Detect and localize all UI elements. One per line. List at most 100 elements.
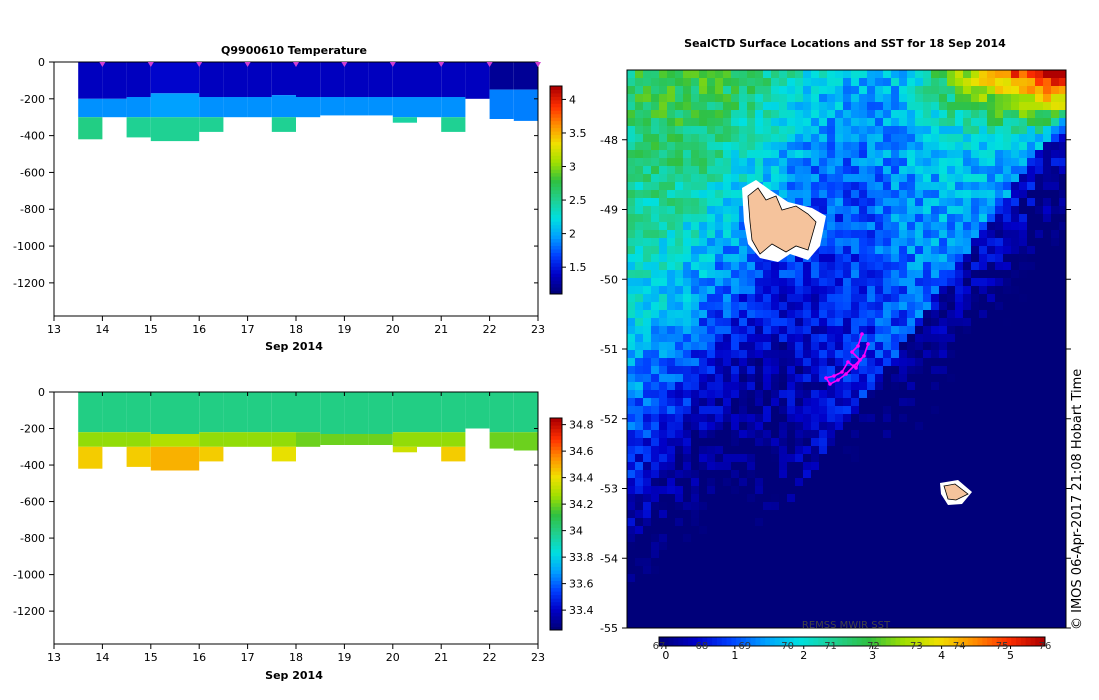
sst-cell bbox=[699, 382, 708, 391]
sst-cell bbox=[1019, 430, 1028, 439]
sst-cell bbox=[1003, 598, 1012, 607]
sst-cell bbox=[763, 118, 772, 127]
sst-cell bbox=[715, 374, 724, 383]
sst-cell bbox=[931, 198, 940, 207]
colorbar-segment bbox=[550, 158, 562, 163]
sst-cell bbox=[1051, 270, 1060, 279]
sst-cell bbox=[691, 166, 700, 175]
sst-cell bbox=[683, 78, 692, 87]
sst-colorbar-fahrenheit-label: 68 bbox=[696, 641, 709, 652]
sst-cell bbox=[627, 358, 636, 367]
sst-cell bbox=[875, 174, 884, 183]
sst-cell bbox=[939, 70, 948, 79]
sst-cell bbox=[787, 510, 796, 519]
sst-cell bbox=[723, 590, 732, 599]
sst-cell bbox=[819, 118, 828, 127]
sst-cell bbox=[931, 190, 940, 199]
sst-cell bbox=[707, 294, 716, 303]
sst-cell bbox=[627, 454, 636, 463]
sst-cell bbox=[819, 614, 828, 623]
sst-colorbar-frame bbox=[658, 636, 1046, 647]
sst-cell bbox=[1027, 366, 1036, 375]
sst-colorbar-segment bbox=[663, 637, 670, 646]
sst-cell bbox=[1011, 86, 1020, 95]
colorbar-segment bbox=[550, 502, 562, 507]
sst-cell bbox=[827, 518, 836, 527]
sst-cell bbox=[867, 86, 876, 95]
sst-colorbar-segment bbox=[948, 637, 954, 646]
sst-cell bbox=[891, 462, 900, 471]
sst-cell bbox=[651, 262, 660, 271]
sst-cell bbox=[835, 382, 844, 391]
sst-colorbar-segment bbox=[702, 637, 708, 646]
sst-cell bbox=[739, 158, 748, 167]
sst-cell bbox=[811, 558, 820, 567]
sst-cell bbox=[675, 606, 684, 615]
sst-cell bbox=[891, 430, 900, 439]
sst-cell bbox=[1019, 294, 1028, 303]
sst-cell bbox=[955, 246, 964, 255]
colorbar-segment bbox=[550, 172, 562, 177]
sst-cell bbox=[691, 462, 700, 471]
track-point bbox=[856, 344, 860, 348]
sst-cell bbox=[731, 518, 740, 527]
sst-cell bbox=[683, 166, 692, 175]
sst-cell bbox=[651, 270, 660, 279]
sst-cell bbox=[827, 174, 836, 183]
sst-cell bbox=[1035, 462, 1044, 471]
sst-cell bbox=[715, 414, 724, 423]
y-tick-label: -200 bbox=[20, 423, 45, 436]
sst-cell bbox=[939, 294, 948, 303]
sst-cell bbox=[1011, 518, 1020, 527]
sst-cell bbox=[827, 102, 836, 111]
sst-cell bbox=[923, 286, 932, 295]
sst-cell bbox=[691, 70, 700, 79]
sst-cell bbox=[691, 438, 700, 447]
sst-cell bbox=[875, 454, 884, 463]
sst-cell bbox=[715, 302, 724, 311]
sst-cell bbox=[707, 486, 716, 495]
sst-cell bbox=[779, 150, 788, 159]
sst-cell bbox=[731, 622, 740, 628]
sst-cell bbox=[755, 534, 764, 543]
sst-cell bbox=[883, 118, 892, 127]
sst-cell bbox=[627, 222, 636, 231]
sst-cell bbox=[683, 190, 692, 199]
sst-cell bbox=[1027, 606, 1036, 615]
sst-cell bbox=[915, 94, 924, 103]
sst-cell bbox=[1059, 566, 1066, 575]
sst-cell bbox=[899, 70, 908, 79]
sst-cell bbox=[835, 134, 844, 143]
sst-cell bbox=[827, 150, 836, 159]
sst-cell bbox=[963, 206, 972, 215]
sst-cell bbox=[955, 350, 964, 359]
sst-cell bbox=[867, 342, 876, 351]
sst-cell bbox=[987, 134, 996, 143]
sst-cell bbox=[1059, 358, 1066, 367]
sst-cell bbox=[723, 214, 732, 223]
sst-cell bbox=[635, 542, 644, 551]
credit-text: © IMOS 06-Apr-2017 21:08 Hobart Time bbox=[1070, 369, 1085, 630]
sst-cell bbox=[851, 222, 860, 231]
sst-cell bbox=[1027, 566, 1036, 575]
sst-cell bbox=[883, 198, 892, 207]
sst-cell bbox=[955, 86, 964, 95]
sst-cell bbox=[1051, 94, 1060, 103]
sst-cell bbox=[1059, 278, 1066, 287]
sst-cell bbox=[691, 278, 700, 287]
sst-cell bbox=[1043, 70, 1052, 79]
sst-cell bbox=[867, 318, 876, 327]
sst-cell bbox=[747, 374, 756, 383]
sst-cell bbox=[699, 94, 708, 103]
sst-cell bbox=[1003, 542, 1012, 551]
sst-cell bbox=[979, 222, 988, 231]
sst-cell bbox=[987, 390, 996, 399]
sst-cell bbox=[843, 374, 852, 383]
sst-cell bbox=[883, 182, 892, 191]
sst-cell bbox=[803, 542, 812, 551]
sst-cell bbox=[995, 350, 1004, 359]
sst-cell bbox=[883, 518, 892, 527]
sst-cell bbox=[739, 278, 748, 287]
sst-cell bbox=[635, 430, 644, 439]
sst-cell bbox=[763, 182, 772, 191]
